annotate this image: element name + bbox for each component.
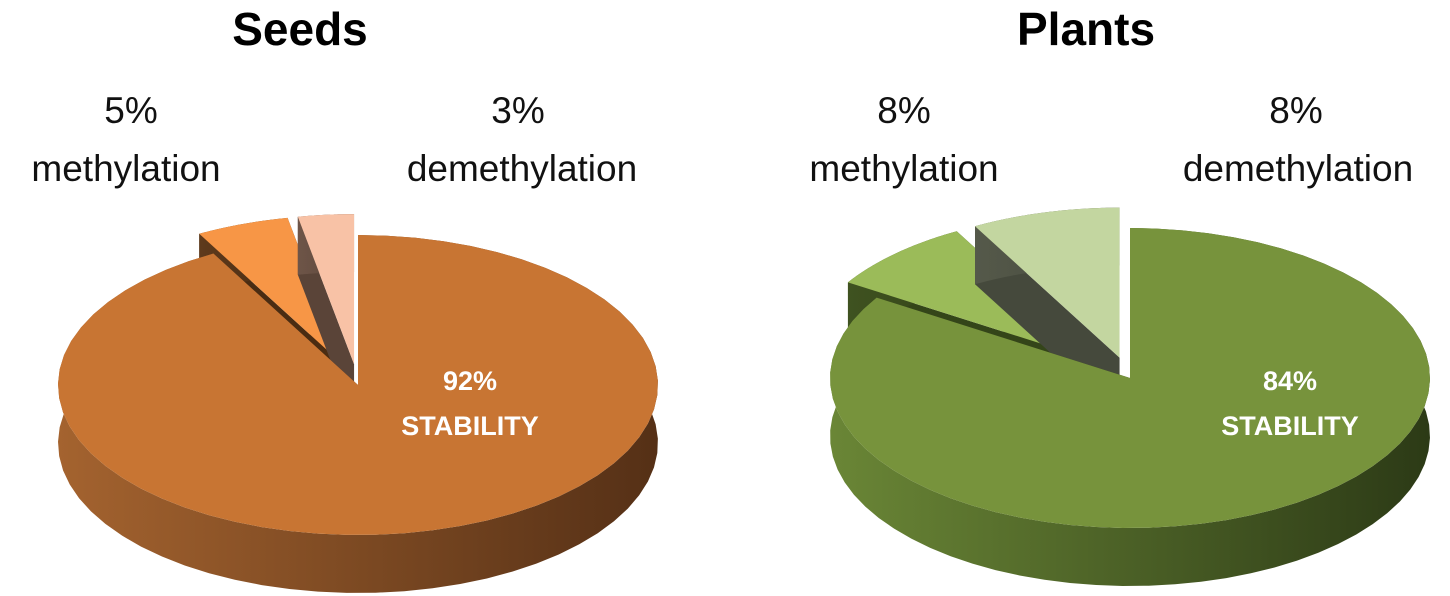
plants-demethylation-label: demethylation: [1182, 148, 1414, 189]
seeds-title: Seeds: [232, 3, 368, 55]
pie-slice-stability: [58, 235, 658, 593]
pie-slice-stability: [830, 228, 1430, 586]
plants-methylation-pct: 8%: [877, 90, 931, 131]
slice-top-face: [830, 228, 1430, 528]
seeds-demethylation-pct: 3%: [491, 90, 545, 131]
seeds-stability-pct: 92%: [442, 366, 498, 396]
plants-stability-label: STABILITY: [1221, 411, 1359, 441]
slice-top-face: [199, 217, 344, 366]
slice-top-face: [297, 214, 355, 365]
plants-stability-pct: 84%: [1262, 366, 1318, 396]
seeds-methylation-pct: 5%: [104, 90, 158, 131]
plants-demethylation-pct: 8%: [1269, 90, 1323, 131]
slice-top-face: [58, 235, 658, 535]
seeds-stability-label: STABILITY: [401, 411, 539, 441]
plants-title: Plants: [1016, 3, 1156, 55]
seeds-demethylation-label: demethylation: [406, 148, 638, 189]
slice-top-face: [975, 207, 1120, 358]
seeds-methylation-label: methylation: [31, 148, 221, 189]
plants-methylation-label: methylation: [809, 148, 999, 189]
